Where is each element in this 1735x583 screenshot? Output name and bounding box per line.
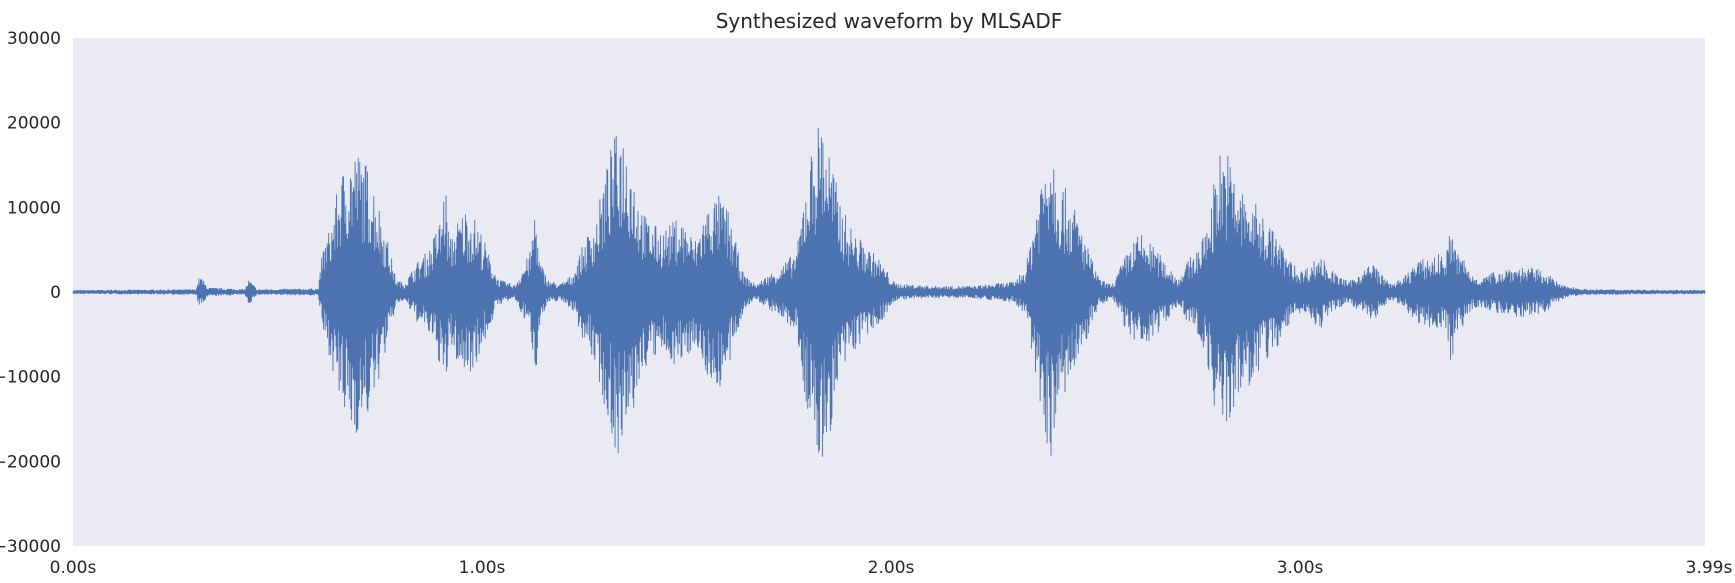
x-tick-label: 3.00s — [1277, 558, 1324, 578]
x-tick-label: 0.00s — [50, 558, 97, 578]
y-tick-label: −20000 — [0, 452, 61, 472]
x-axis-tick-labels: 0.00s 1.00s 2.00s 3.00s 3.99s — [50, 558, 1733, 578]
y-tick-label: −30000 — [0, 537, 61, 557]
x-tick-label: 1.00s — [459, 558, 506, 578]
waveform-series — [72, 127, 1706, 457]
x-tick-label: 2.00s — [868, 558, 915, 578]
x-tick-label: 3.99s — [1686, 558, 1733, 578]
y-tick-label: −10000 — [0, 368, 61, 388]
y-tick-label: 10000 — [7, 198, 61, 218]
y-axis-tick-labels: 30000 20000 10000 0 −10000 −20000 −30000 — [0, 29, 61, 557]
y-tick-label: 0 — [50, 283, 61, 303]
waveform-line — [72, 127, 1706, 457]
chart-title: Synthesized waveform by MLSADF — [716, 9, 1063, 33]
y-tick-label: 20000 — [7, 114, 61, 134]
y-tick-label: 30000 — [7, 29, 61, 49]
